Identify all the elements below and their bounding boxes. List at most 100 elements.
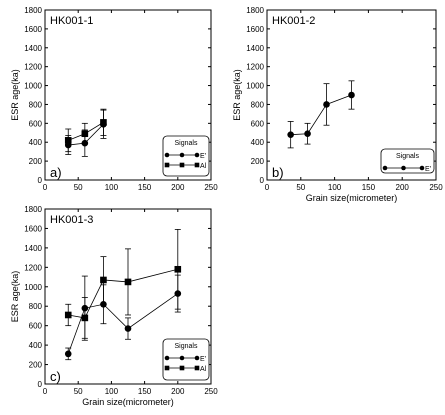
y-tick-label: 200 [251,157,265,166]
y-tick-label: 200 [29,157,43,166]
legend-marker-circle [194,152,200,158]
legend-title: Signals [396,153,419,160]
legend-marker-square [194,162,200,168]
x-tick-label: 150 [362,183,376,192]
legend-title: Signals [175,343,198,350]
series-e-prime [287,80,355,149]
x-tick-label: 50 [74,183,83,192]
panel-letter: c) [50,369,61,384]
x-tick-label: 50 [74,387,83,396]
plot-frame [44,9,212,181]
x-tick-label: 100 [105,183,119,192]
y-tick-label: 1400 [24,244,42,253]
y-tick-label: 1200 [24,263,42,272]
x-tick-label: 150 [138,387,152,396]
y-tick-label: 1400 [24,44,42,53]
data-point-square [64,311,72,319]
y-tick-label: 1400 [246,44,264,53]
y-tick-label: 1000 [24,82,42,91]
plot-frame [44,208,212,385]
y-tick-label: 400 [29,341,43,350]
y-axis-label: ESR age(ka) [232,69,242,121]
legend-marker-circle [179,152,185,158]
x-tick-label: 100 [328,183,342,192]
data-point-square [174,265,182,273]
y-tick-label: 0 [260,176,265,185]
chart-panel-1: 0 200 400 600 800 1000 1200 1400 1600 1800 0 50 100 1… [10,6,218,192]
data-point-square [81,130,89,138]
y-axis-label: ESR age(ka) [10,69,20,121]
x-tick-label: 200 [396,183,410,192]
data-point-square [124,278,132,286]
x-tick-label: 250 [429,183,443,192]
legend-marker-circle [382,165,388,171]
legend-label: E' [425,166,431,173]
y-tick-label: 0 [38,176,43,185]
series-line [290,94,352,136]
plot-frame [266,9,437,181]
x-tick-label: 150 [138,183,152,192]
y-axis-label: ESR age(ka) [10,271,20,323]
y-tick-label: 1600 [246,25,264,34]
legend-label: E' [200,356,206,363]
legend-marker-square [164,365,170,371]
x-tick-label: 250 [204,183,218,192]
y-tick-label: 1600 [24,224,42,233]
legend: Signals E' [380,148,435,174]
legend-label: Al [200,163,207,170]
x-tick-label: 200 [171,387,185,396]
legend-marker-circle [194,355,200,361]
legend-marker-circle [164,152,170,158]
y-tick-label: 1600 [24,25,42,34]
panel-title: HK001-2 [272,15,315,27]
data-point-circle [348,91,355,99]
y-tick-label: 800 [251,100,265,109]
legend-marker-square [179,365,185,371]
x-tick-label: 100 [105,387,119,396]
legend-label: E' [200,153,206,160]
x-tick-label: 200 [171,183,185,192]
y-tick-label: 800 [29,100,43,109]
data-point-square [81,314,89,322]
legend-marker-square [179,162,185,168]
y-tick-label: 600 [29,119,43,128]
legend-label: Al [200,366,207,373]
y-tick-label: 1800 [24,6,42,15]
x-tick-label: 0 [43,387,48,396]
y-tick-label: 1000 [24,283,42,292]
y-tick-label: 0 [38,380,43,389]
chart-panel-2: 0 200 400 600 800 1000 1200 1400 1600 1800 0 50 100 1… [232,6,443,203]
y-tick-label: 1800 [24,205,42,214]
legend-marker-square [194,365,200,371]
data-point-square [100,119,107,126]
y-tick-label: 1200 [24,63,42,72]
legend-marker-square [164,162,170,168]
x-tick-label: 250 [204,387,218,396]
data-point-circle [64,350,72,358]
legend-title: Signals [175,140,198,147]
y-tick-label: 400 [29,138,43,147]
x-tick-label: 50 [296,183,305,192]
legend-marker-circle [401,165,406,171]
x-tick-label: 0 [43,183,48,192]
data-point-circle [304,130,311,138]
data-point-circle [287,131,294,138]
panel-title: HK001-3 [50,214,93,226]
y-tick-label: 1000 [246,82,264,91]
panel-letter: a) [50,165,62,180]
data-point-circle [124,325,132,332]
x-tick-label: 0 [265,183,270,192]
y-tick-label: 1200 [246,63,264,72]
series-al [64,229,182,339]
y-tick-label: 600 [251,119,265,128]
y-tick-label: 400 [251,138,265,147]
chart-panel-3: 0 200 400 600 800 1000 1200 1400 1600 1800 0 50 100 1… [10,205,218,407]
data-point-circle [100,300,107,308]
legend-marker-circle [164,355,170,361]
data-point-circle [323,101,330,108]
x-axis-label: Grain size(micrometer) [306,193,398,203]
panel-title: HK001-1 [50,15,93,27]
